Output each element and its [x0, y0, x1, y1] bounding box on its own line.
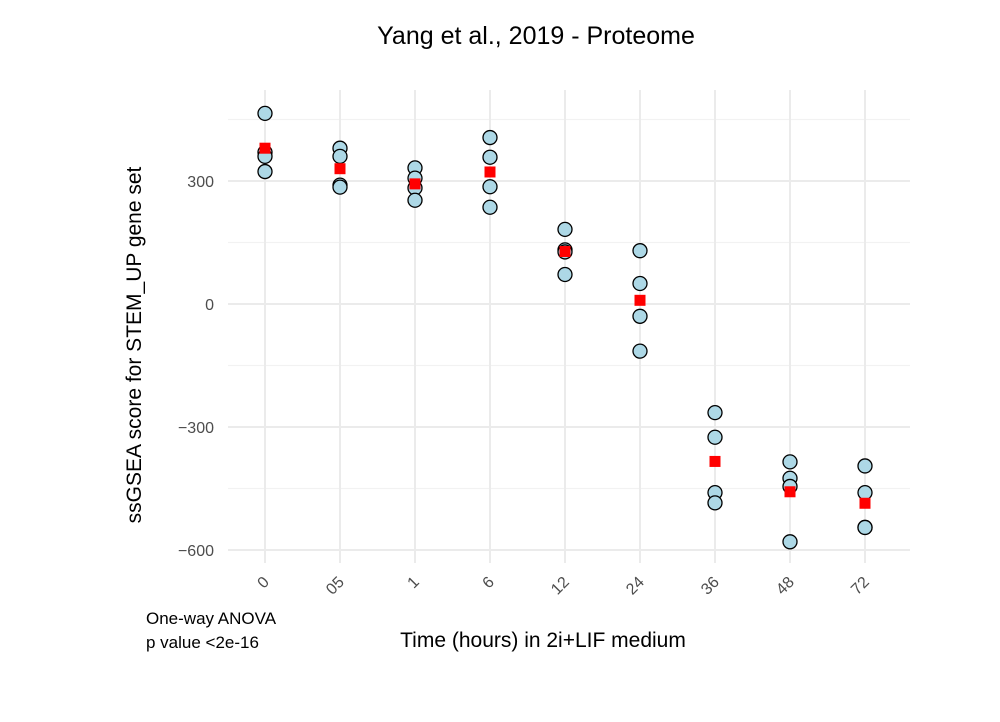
anova-p-value: p value <2e-16 [146, 633, 259, 652]
y-axis-label: ssGSEA score for STEM_UP gene set [123, 166, 146, 523]
replicate-point [857, 484, 873, 501]
anova-annotation: One-way ANOVA p value <2e-16 [146, 609, 277, 652]
replicate-point [632, 343, 648, 359]
replicate-point [632, 308, 648, 324]
mean-marker [559, 246, 571, 258]
y-tick-label: −600 [178, 543, 214, 560]
x-tick-label: 12 [548, 574, 573, 599]
mean-marker [409, 178, 421, 190]
grid-lines [228, 90, 910, 563]
x-tick-label: 36 [698, 574, 723, 599]
replicate-point [632, 275, 648, 292]
replicate-point [332, 148, 348, 165]
x-tick-label: 05 [323, 574, 348, 599]
chart-title: Yang et al., 2019 - Proteome [377, 22, 695, 50]
mean-marker [784, 486, 796, 498]
replicate-point [407, 192, 423, 208]
y-tick-label: 0 [205, 297, 214, 314]
mean-marker [259, 142, 271, 154]
mean-marker [859, 497, 871, 509]
replicate-point [707, 404, 723, 421]
replicate-point [557, 221, 573, 238]
replicate-point [482, 149, 498, 165]
mean-marker [634, 294, 646, 306]
replicate-point [482, 179, 498, 195]
replicate-point [332, 179, 348, 195]
replicate-point [632, 243, 648, 259]
replicate-point [857, 519, 873, 536]
x-tick-label: 0 [255, 574, 273, 592]
replicate-point [857, 458, 873, 474]
data-points [257, 105, 873, 550]
x-tick-label: 1 [405, 574, 423, 592]
x-tick-label: 72 [848, 574, 873, 599]
x-tick-labels: 0 05 1 6 12 24 36 48 72 [255, 574, 873, 599]
x-tick-label: 6 [480, 574, 498, 592]
mean-marker [709, 455, 721, 467]
y-tick-label: −300 [178, 420, 214, 437]
y-tick-label: 300 [187, 174, 214, 191]
mean-marker [484, 166, 496, 178]
replicate-point [257, 163, 273, 180]
replicate-point [482, 129, 498, 146]
y-tick-labels: 300 0 −300 −600 [178, 174, 214, 560]
x-tick-label: 24 [623, 574, 648, 599]
replicate-point [782, 534, 798, 550]
replicate-point [707, 495, 723, 511]
x-axis-label: Time (hours) in 2i+LIF medium [400, 629, 686, 652]
replicate-point [782, 454, 798, 470]
x-tick-label: 48 [773, 574, 798, 599]
replicate-point [707, 429, 723, 445]
mean-marker [334, 163, 346, 175]
anova-test-label: One-way ANOVA [146, 609, 277, 628]
replicate-point [557, 266, 573, 283]
replicate-point [482, 199, 498, 215]
replicate-point [257, 105, 273, 121]
